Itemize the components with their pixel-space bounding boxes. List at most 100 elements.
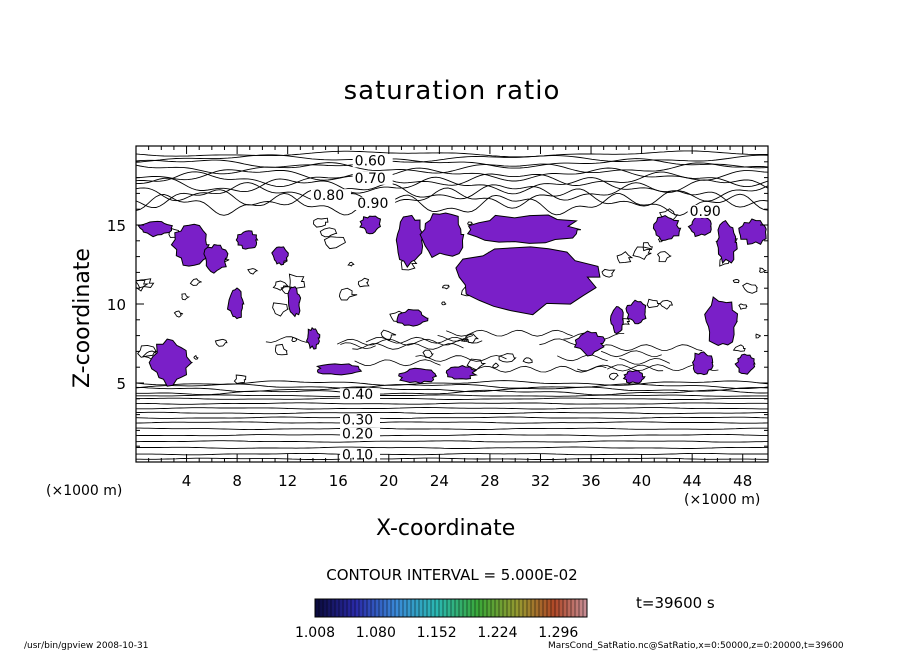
turbulent-contour	[247, 268, 259, 275]
supersaturated-region	[271, 246, 289, 266]
turbulent-contour	[522, 357, 533, 364]
turbulent-contour	[464, 333, 479, 344]
x-tick-label: 8	[232, 472, 242, 490]
mid-layer-contour	[595, 344, 703, 352]
y-tick-label: 5	[116, 375, 126, 393]
turbulent-contour	[272, 302, 290, 317]
contour-label: 0.60	[355, 153, 386, 169]
turbulent-contour	[313, 217, 329, 228]
turbulent-contour	[646, 298, 661, 309]
supersaturated-region	[419, 212, 465, 259]
contour-label: 0.20	[342, 427, 373, 443]
supersaturated-region	[704, 296, 739, 347]
lower-contour-line	[136, 407, 768, 410]
supersaturated-region	[738, 218, 767, 245]
turbulent-contour	[642, 242, 653, 252]
upper-contour-line	[136, 167, 768, 182]
contour-lines	[136, 150, 768, 461]
turbulent-contour	[616, 251, 634, 264]
turbulent-contour	[732, 344, 746, 352]
x-tick-label: 48	[733, 472, 752, 490]
supersaturated-region	[305, 326, 321, 350]
contour-label-bg	[352, 171, 393, 185]
contour-label: 0.30	[342, 413, 373, 429]
y-axis-ticks: 5 10 15	[107, 161, 768, 447]
time-label: t=39600 s	[636, 594, 715, 612]
x-tick-label: 16	[329, 472, 348, 490]
x-tick-label: 32	[531, 472, 550, 490]
upper-contour-line	[136, 192, 768, 216]
contour-label: 0.90	[357, 196, 388, 212]
y-tick-label: 15	[107, 217, 126, 235]
supersaturated-region	[287, 286, 302, 318]
upper-contour-line	[136, 182, 768, 202]
supersaturated-region	[137, 220, 174, 238]
supersaturated-region	[315, 363, 363, 376]
lower-contour-line	[136, 402, 768, 405]
contour-label-bg	[355, 197, 396, 211]
supersaturated-region	[395, 214, 425, 269]
contour-label-bg	[310, 189, 351, 203]
supersaturated-region	[235, 230, 259, 250]
lower-contour-line	[136, 394, 768, 397]
turbulent-contour	[357, 277, 370, 288]
mid-layer-contour	[415, 355, 507, 362]
contour-labels: 0.60 0.70 0.80 0.90 0.90 0.40 0.300.20 0.10	[310, 153, 728, 463]
colorbar-stripes	[318, 599, 584, 617]
colorbar-tick-label: 1.152	[417, 625, 457, 641]
turbulent-contour	[274, 343, 288, 356]
mid-layer-contour	[446, 329, 573, 337]
contour-label: 0.40	[342, 387, 373, 403]
turbulent-contour	[338, 287, 358, 301]
x-unit-left: (×1000 m)	[46, 483, 123, 499]
turbulent-contour	[422, 349, 434, 359]
footer-right: MarsCond_SatRatio.nc@SatRatio,x=0:50000,…	[548, 641, 844, 651]
supersaturated-region	[359, 215, 382, 235]
supersaturated-region	[466, 214, 582, 244]
upper-contour-line	[136, 158, 768, 169]
colorbar	[314, 598, 588, 618]
supersaturated-region	[734, 353, 756, 375]
supersaturated-region	[226, 287, 245, 320]
turbulent-contour	[755, 333, 761, 339]
mid-layer-contour	[600, 350, 662, 358]
contour-label-bg	[340, 448, 381, 462]
upper-contour-line	[136, 171, 768, 188]
turbulent-contour	[608, 372, 619, 381]
turbulent-contour	[173, 310, 184, 318]
supersaturated-region	[148, 338, 194, 387]
lower-contour-line	[136, 386, 768, 393]
lower-contour-line	[136, 427, 768, 431]
x-unit-right: (×1000 m)	[684, 492, 761, 508]
lower-contour-line	[136, 380, 768, 386]
turbulent-contour	[347, 261, 355, 267]
supersaturated-region	[652, 215, 682, 242]
colorbar-labels: 1.008 1.080 1.152 1.224 1.296	[295, 625, 578, 641]
supersaturated-region	[625, 299, 647, 325]
contour-label-bg	[340, 427, 381, 441]
contour-label: 0.70	[355, 171, 386, 187]
upper-contour-line	[136, 162, 768, 175]
contour-label-bg	[340, 388, 381, 402]
lower-contour-line	[136, 383, 768, 389]
turbulent-contour	[137, 344, 157, 358]
supersaturated-region	[609, 305, 624, 335]
y-tick-label: 10	[107, 296, 126, 314]
turbulent-contour	[181, 293, 191, 301]
lower-contour-line	[136, 446, 768, 449]
x-tick-label: 20	[379, 472, 398, 490]
lower-contour-line	[136, 397, 768, 400]
turbulent-contour	[441, 284, 450, 290]
turbulent-contour	[189, 278, 202, 286]
turbulent-contour	[319, 227, 338, 238]
turbulent-contour	[498, 353, 517, 363]
turbulent-contour	[441, 301, 447, 306]
turbulent-contour	[193, 354, 199, 360]
lower-contour-line	[136, 433, 768, 437]
contour-interval: CONTOUR INTERVAL = 5.000E-02	[326, 566, 578, 584]
x-tick-label: 44	[683, 472, 702, 490]
supersaturated-regions	[137, 212, 767, 387]
turbulent-contour	[742, 282, 759, 294]
lower-contour-line	[136, 411, 768, 415]
